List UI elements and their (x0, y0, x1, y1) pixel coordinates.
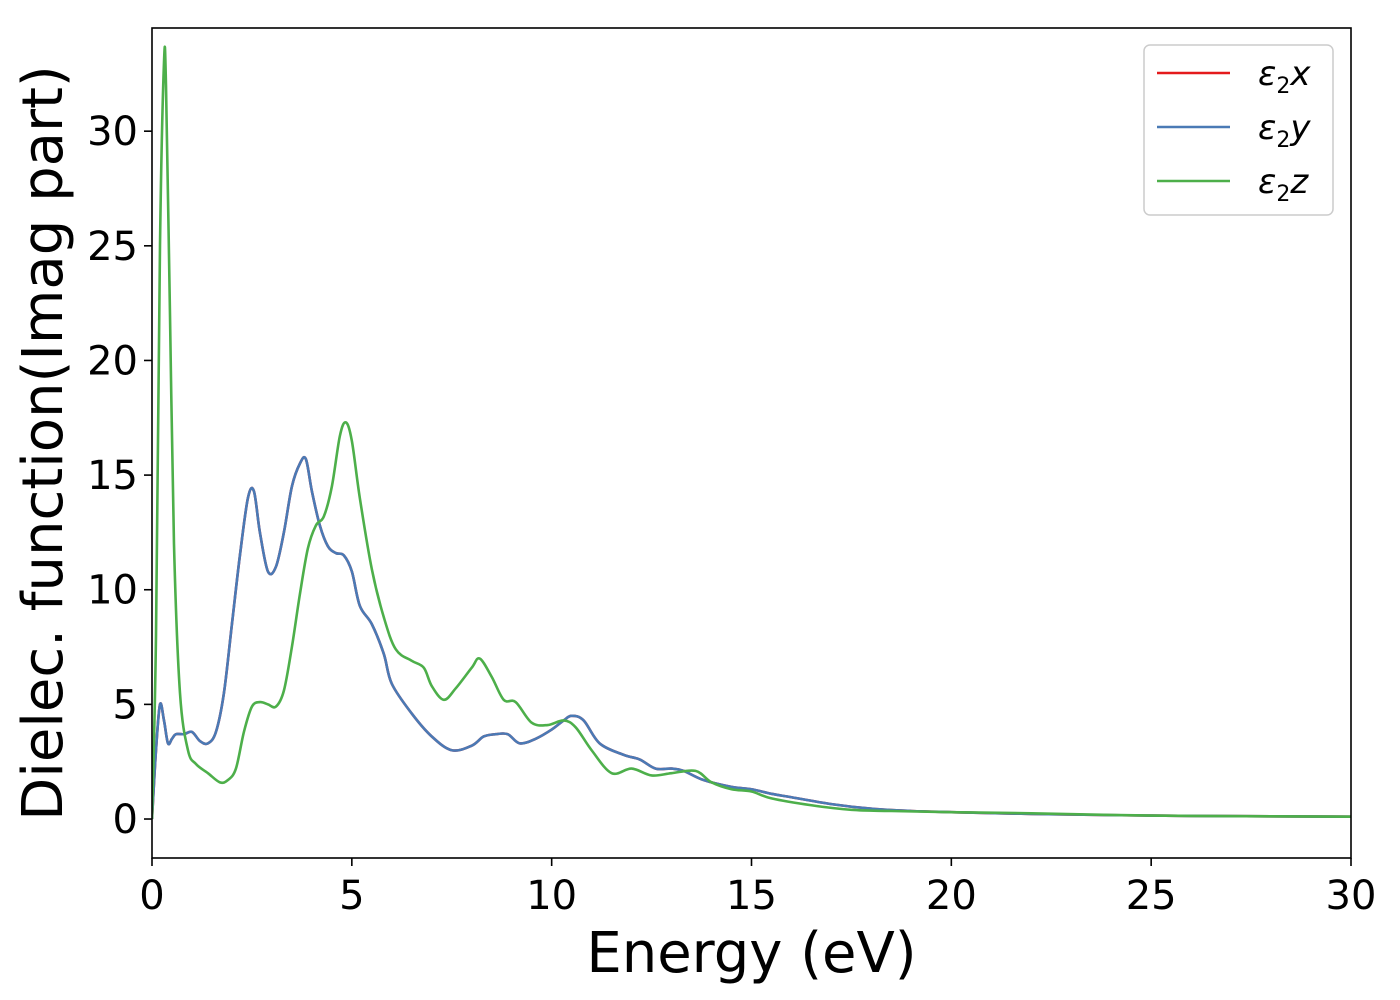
legend-label-2: ε2y (1258, 108, 1311, 153)
legend-label-3: ε2z (1258, 162, 1309, 207)
y-tick-label: 10 (87, 568, 138, 614)
x-tick-label: 10 (526, 873, 577, 919)
series-line-3 (152, 45, 1351, 820)
y-tick-label: 0 (113, 797, 138, 843)
series-line-2 (152, 455, 1351, 820)
y-tick-label: 20 (87, 338, 138, 384)
axes-frame (151, 27, 1352, 859)
x-tick-label: 0 (139, 873, 164, 919)
y-axis: 0 5 10 15 20 25 30 (87, 109, 152, 843)
x-axis: 0 5 10 15 20 25 30 (139, 858, 1376, 919)
y-tick-label: 30 (87, 109, 138, 155)
x-tick-label: 25 (1126, 873, 1177, 919)
x-tick-label: 15 (726, 873, 777, 919)
plot-area (152, 45, 1351, 820)
x-tick-label: 5 (339, 873, 364, 919)
y-tick-label: 25 (87, 224, 138, 270)
y-axis-label: Dielec. function(Imag part) (11, 65, 76, 821)
y-tick-label: 15 (87, 453, 138, 499)
x-tick-label: 20 (926, 873, 977, 919)
x-axis-label: Energy (eV) (586, 921, 916, 986)
y-tick-label: 5 (113, 682, 138, 728)
legend-box (1143, 44, 1334, 216)
legend-label-1: ε2x (1258, 54, 1311, 99)
legend: ε2x ε2y ε2z (1143, 44, 1334, 216)
x-tick-label: 30 (1326, 873, 1377, 919)
